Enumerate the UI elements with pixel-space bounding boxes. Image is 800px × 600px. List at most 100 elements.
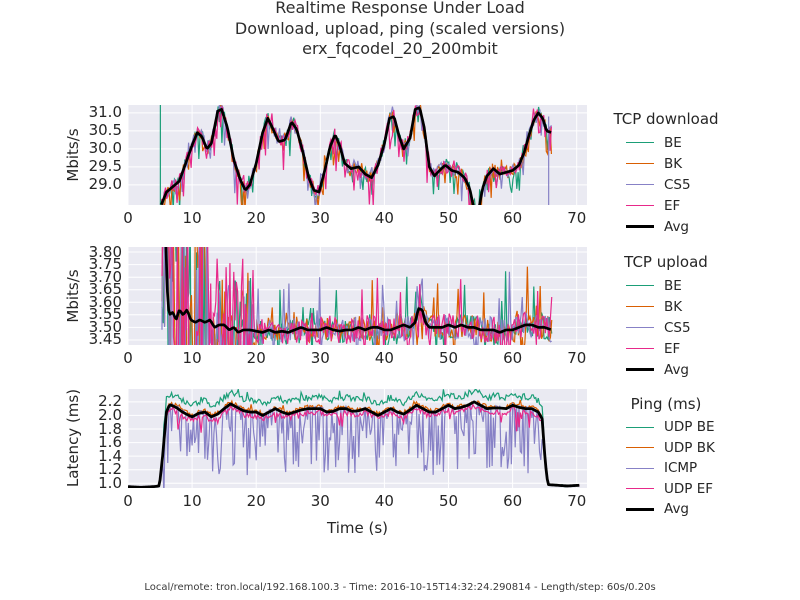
- ytick-ping-1.0: 1.0: [98, 473, 122, 492]
- plot-ping: [128, 389, 587, 488]
- legend-label: ICMP: [664, 460, 698, 477]
- legend-item-ping-udp-bk: UDP BK: [598, 438, 734, 459]
- title-line-1: Realtime Response Under Load: [275, 0, 525, 17]
- icmp-line-swatch-icon: [626, 467, 654, 469]
- be-line-swatch-icon: [626, 285, 654, 286]
- ytick-tcp-download-30.0: 30.0: [88, 139, 122, 158]
- udp-ef-line-swatch-icon: [626, 488, 654, 490]
- xtick-tcp-upload-10: 10: [182, 349, 202, 367]
- legend-label: UDP EF: [664, 480, 714, 497]
- xtick-tcp-upload-0: 0: [123, 349, 133, 367]
- legend-label: BE: [664, 277, 682, 294]
- xtick-ping-20: 20: [246, 492, 266, 510]
- xtick-tcp-upload-20: 20: [246, 349, 266, 367]
- udp-be-line-swatch-icon: [626, 426, 654, 428]
- ytick-tcp-upload-3.45: 3.45: [88, 330, 122, 349]
- xtick-tcp-upload-70: 70: [567, 349, 587, 367]
- title-line-2: Download, upload, ping (scaled versions): [234, 18, 566, 38]
- plot-tcp-download: [128, 105, 587, 205]
- avg-line-swatch-icon: [626, 368, 654, 371]
- legend-label: CS5: [664, 319, 691, 336]
- ytick-tcp-upload-3.70: 3.70: [88, 267, 122, 286]
- ytick-tcp-upload-3.80: 3.80: [88, 242, 122, 261]
- cs5-line-swatch-icon: [626, 327, 654, 328]
- xtick-ping-0: 0: [123, 492, 133, 510]
- legend-item-ping-avg: Avg: [598, 499, 734, 520]
- ytick-tcp-upload-3.65: 3.65: [88, 280, 122, 299]
- legend-item-tcp-download-be: BE: [598, 132, 734, 153]
- bk-line-swatch-icon: [626, 306, 654, 307]
- legend-label: UDP BK: [664, 439, 715, 456]
- xtick-ping-50: 50: [438, 492, 459, 510]
- ytick-tcp-download-31.0: 31.0: [88, 103, 122, 122]
- ytick-ping-1.2: 1.2: [98, 460, 122, 479]
- title-line-3: erx_fqcodel_20_200mbit: [302, 39, 498, 58]
- legend-item-tcp-upload-ef: EF: [598, 338, 734, 359]
- ytick-ping-2.0: 2.0: [98, 405, 122, 424]
- ytick-tcp-download-29.5: 29.5: [88, 157, 122, 176]
- legend-label: EF: [664, 340, 681, 357]
- xtick-tcp-download-70: 70: [567, 209, 587, 227]
- ytick-ping-1.8: 1.8: [98, 419, 122, 438]
- series-layer-ping: [128, 389, 580, 488]
- series-line-tcp-upload-cs5: [161, 247, 553, 345]
- xtick-tcp-download-40: 40: [374, 209, 394, 227]
- xtick-ping-40: 40: [374, 492, 394, 510]
- series-layer-tcp-upload: [161, 247, 553, 345]
- ytick-tcp-download-29.0: 29.0: [88, 175, 122, 194]
- legend-item-tcp-download-cs5: CS5: [598, 174, 734, 195]
- legend-title-tcp-upload: TCP upload: [624, 253, 708, 271]
- ytick-ping-1.6: 1.6: [98, 433, 122, 452]
- legend-label: UDP BE: [664, 419, 715, 436]
- xtick-ping-60: 60: [503, 492, 523, 510]
- legend-item-ping-udp-ef: UDP EF: [598, 479, 734, 500]
- series-line-ping-avg: [128, 400, 580, 488]
- legend-item-tcp-upload-cs5: CS5: [598, 317, 734, 338]
- xtick-ping-70: 70: [567, 492, 587, 510]
- legend-label: BE: [664, 134, 682, 151]
- legend-tcp-download: TCP download BE BK CS5 EF Avg: [598, 110, 734, 237]
- figure-title: Realtime Response Under Load Download, u…: [0, 0, 800, 60]
- legend-item-tcp-download-avg: Avg: [598, 216, 734, 237]
- legend-ping: Ping (ms) UDP BE UDP BK ICMP UDP EF Avg: [598, 395, 734, 520]
- ytick-ping-1.4: 1.4: [98, 446, 122, 465]
- series-layer-tcp-download: [159, 105, 553, 205]
- xtick-tcp-download-0: 0: [123, 209, 133, 227]
- ytick-tcp-upload-3.60: 3.60: [88, 292, 122, 311]
- xtick-ping-30: 30: [310, 492, 330, 510]
- ytick-tcp-download-30.5: 30.5: [88, 121, 122, 140]
- avg-line-swatch-icon: [626, 507, 654, 511]
- xtick-tcp-download-20: 20: [246, 209, 266, 227]
- legend-item-ping-udp-be: UDP BE: [598, 417, 734, 438]
- be-line-swatch-icon: [626, 142, 654, 143]
- legend-label: Avg: [664, 501, 690, 518]
- legend-label: BK: [664, 155, 683, 172]
- ef-line-swatch-icon: [626, 348, 654, 349]
- x-axis-label: Time (s): [327, 519, 388, 537]
- legend-label: EF: [664, 197, 681, 214]
- series-line-tcp-upload-ef: [161, 247, 553, 345]
- xtick-tcp-download-50: 50: [438, 209, 459, 227]
- xtick-tcp-upload-50: 50: [438, 349, 459, 367]
- legend-label: Avg: [664, 361, 690, 378]
- xtick-ping-10: 10: [182, 492, 202, 510]
- legend-item-tcp-upload-bk: BK: [598, 296, 734, 317]
- udp-bk-line-swatch-icon: [626, 447, 654, 449]
- avg-line-swatch-icon: [626, 225, 654, 228]
- xtick-tcp-upload-40: 40: [374, 349, 394, 367]
- series-line-tcp-upload-avg: [164, 247, 552, 334]
- xtick-tcp-download-60: 60: [503, 209, 523, 227]
- series-line-tcp-download-avg: [160, 106, 552, 205]
- ytick-tcp-upload-3.50: 3.50: [88, 317, 122, 336]
- ytick-ping-2.2: 2.2: [98, 392, 122, 411]
- legend-item-tcp-download-bk: BK: [598, 153, 734, 174]
- footer-metadata: Local/remote: tron.local/192.168.100.3 -…: [144, 582, 656, 593]
- plot-tcp-upload: [128, 247, 587, 345]
- series-line-ping-udp-be: [159, 389, 580, 488]
- xtick-tcp-upload-60: 60: [503, 349, 523, 367]
- legend-label: Avg: [664, 218, 690, 235]
- legend-item-ping-icmp: ICMP: [598, 458, 734, 479]
- ytick-tcp-upload-3.55: 3.55: [88, 305, 122, 324]
- bk-line-swatch-icon: [626, 163, 654, 164]
